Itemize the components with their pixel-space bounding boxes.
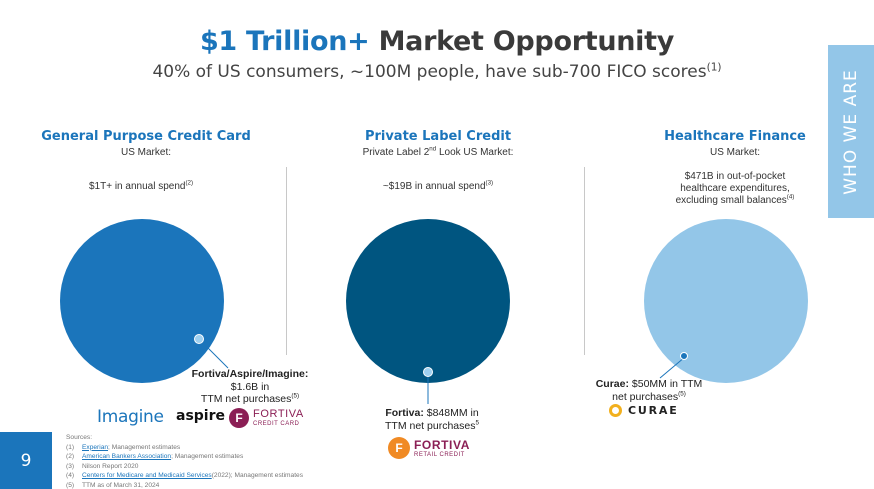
callout-healthcare: Curae: $50MM in TTM net purchases(5) xyxy=(586,378,712,403)
callout-bold: Fortiva/Aspire/Imagine: xyxy=(191,368,309,380)
aspire-logo: aspire xyxy=(176,408,225,424)
market-size-text: $1T+ in annual spend xyxy=(88,181,186,192)
source-item: (5) TTM as of March 31, 2024 xyxy=(66,481,303,489)
curae-ring-icon xyxy=(609,404,622,417)
source-num: (4) xyxy=(66,472,75,480)
market-size-footnote: (2) xyxy=(185,179,194,187)
market-size-credit-card: $1T+ in annual spend(2) xyxy=(0,179,282,193)
column-heading-private-label: Private Label Credit xyxy=(364,129,512,144)
fortiva-icon: F xyxy=(229,408,249,428)
column-heading-credit-card: General Purpose Credit Card xyxy=(41,129,251,144)
column-heading-healthcare: Healthcare Finance xyxy=(664,129,806,144)
title-rest: Market Opportunity xyxy=(369,26,675,57)
subtitle-text: 40% of US consumers, ~100M people, have … xyxy=(152,62,707,82)
column-divider xyxy=(584,167,585,355)
market-label-post: Look US Market: xyxy=(436,147,514,158)
callout-line: TTM net purchases xyxy=(200,393,292,406)
source-num: (1) xyxy=(66,443,75,451)
callout-dot-credit-card xyxy=(194,334,204,344)
fortiva-subtext: RETAIL CREDIT xyxy=(414,451,465,458)
market-size-footnote: (4) xyxy=(786,193,795,201)
market-size-text: ~$19B in annual spend xyxy=(382,181,486,192)
source-item: (1) Experian; Management estimates xyxy=(66,443,303,453)
callout-line: $848MM in xyxy=(423,407,479,419)
fortiva-retail-credit-logo: F FORTIVA RETAIL CREDIT xyxy=(388,437,470,459)
market-label-credit-card: US Market: xyxy=(120,147,171,158)
callout-line: TTM net purchases xyxy=(385,419,476,432)
fortiva-credit-card-logo: F FORTIVA CREDIT CARD xyxy=(229,408,304,428)
page-title: $1 Trillion+ Market Opportunity xyxy=(0,26,874,57)
callout-credit-card: Fortiva/Aspire/Imagine: $1.6B in TTM net… xyxy=(180,368,320,406)
callout-dot-private-label xyxy=(423,367,433,377)
curae-logo: CURAE xyxy=(609,404,679,417)
callout-bold: Curae: xyxy=(595,378,629,390)
source-link[interactable]: American Bankers Association xyxy=(82,453,172,461)
page-number: 9 xyxy=(0,432,52,489)
market-size-line1: $471B in out-of-pocket xyxy=(684,171,786,182)
callout-bold: Fortiva: xyxy=(385,407,424,419)
callout-footnote: 5 xyxy=(475,419,479,427)
source-item: (4) Centers for Medicare and Medicaid Ser… xyxy=(66,471,303,481)
fortiva-subtext: CREDIT CARD xyxy=(253,421,300,427)
fortiva-wordmark: FORTIVA xyxy=(253,408,304,420)
fortiva-wordmark: FORTIVA xyxy=(414,437,470,452)
title-accent: $1 Trillion+ xyxy=(199,26,370,57)
market-size-private-label: ~$19B in annual spend(3) xyxy=(292,179,584,193)
market-size-line3-text: excluding small balances xyxy=(675,195,787,206)
source-link[interactable]: Centers for Medicare and Medicaid Servic… xyxy=(82,472,212,480)
column-divider xyxy=(286,167,287,355)
callout-private-label: Fortiva: $848MM in TTM net purchases5 xyxy=(372,407,492,432)
callout-line: $1.6B in xyxy=(230,380,270,393)
source-text: TTM as of March 31, 2024 xyxy=(82,481,160,489)
sources-list: Sources: (1) Experian; Management estimat… xyxy=(66,433,303,489)
market-label-healthcare: US Market: xyxy=(709,147,760,158)
market-circle-private-label xyxy=(346,219,510,383)
source-item: (2) American Bankers Association; Managem… xyxy=(66,452,303,462)
subtitle-footnote: (1) xyxy=(706,61,722,74)
page-subtitle: 40% of US consumers, ~100M people, have … xyxy=(0,62,874,82)
market-size-line3: excluding small balances(4) xyxy=(584,193,874,207)
market-size-line2: healthcare expenditures, xyxy=(680,183,790,194)
source-link[interactable]: Experian xyxy=(82,443,109,451)
source-text: (2022); Management estimates xyxy=(211,472,303,480)
source-text: ; Management estimates xyxy=(171,453,244,461)
market-circle-healthcare xyxy=(644,219,808,383)
market-size-footnote: (3) xyxy=(485,179,494,187)
sources-title: Sources: xyxy=(66,434,93,441)
callout-footnote: (5) xyxy=(291,392,300,400)
callout-footnote: (5) xyxy=(678,390,686,398)
source-item: (3) Nilson Report 2020 xyxy=(66,462,303,472)
section-tab[interactable]: WHO WE ARE xyxy=(828,45,874,218)
callout-dot-healthcare xyxy=(680,352,688,360)
source-num: (3) xyxy=(66,462,75,470)
imagine-logo: Imagine xyxy=(97,407,164,427)
market-label-pre: Private Label 2 xyxy=(362,147,430,158)
market-label-private-label: Private Label 2nd Look US Market: xyxy=(292,145,584,159)
source-text: ; Management estimates xyxy=(108,443,181,451)
source-num: (2) xyxy=(66,453,75,461)
source-num: (5) xyxy=(66,481,75,489)
fortiva-icon: F xyxy=(388,437,410,459)
curae-wordmark: CURAE xyxy=(628,404,679,417)
market-label-sup: nd xyxy=(429,145,437,153)
market-size-healthcare: $471B in out-of-pocket healthcare expend… xyxy=(584,171,874,207)
source-text: Nilson Report 2020 xyxy=(82,462,139,470)
market-circle-credit-card xyxy=(60,219,224,383)
callout-line: net purchases xyxy=(612,390,679,403)
callout-line: $50MM in TTM xyxy=(628,378,703,390)
